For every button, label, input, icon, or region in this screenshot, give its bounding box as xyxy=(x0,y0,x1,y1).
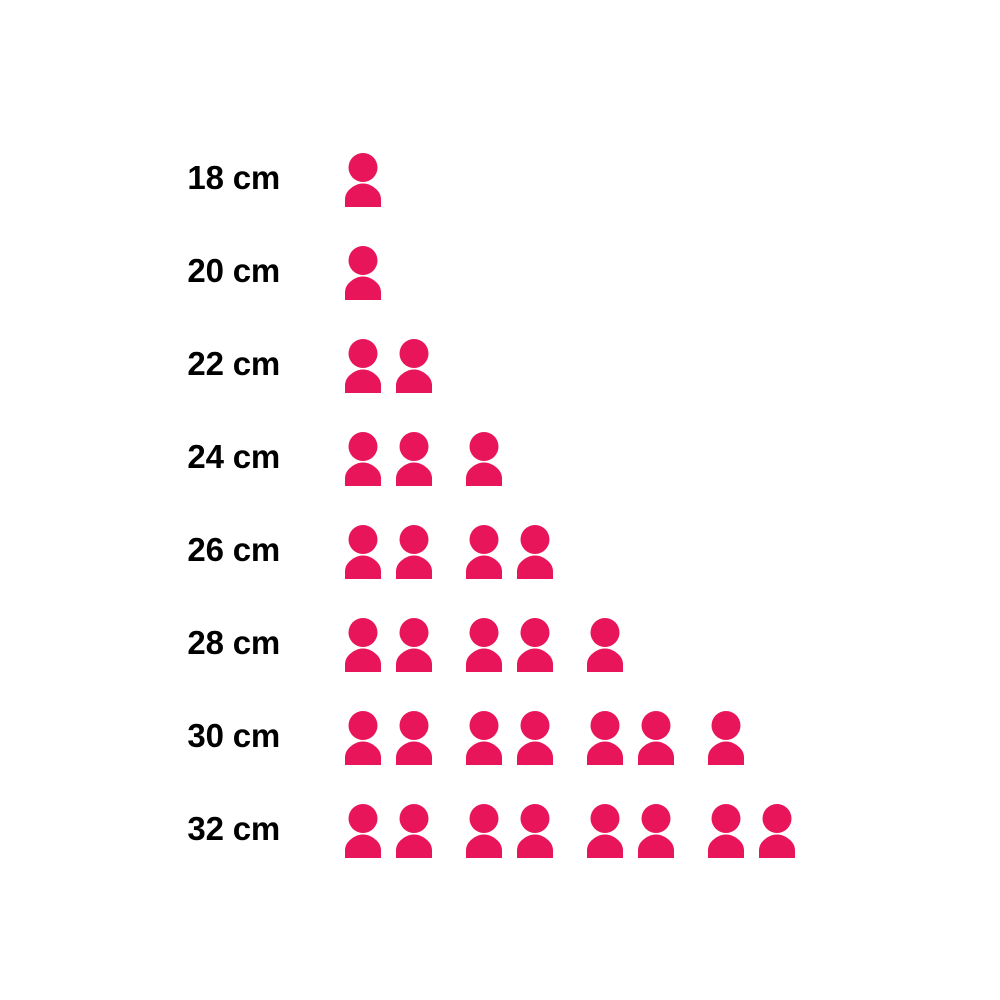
pictogram-row: 32 cm xyxy=(0,782,1000,875)
icon-pair-group xyxy=(342,431,435,487)
person-icon xyxy=(514,617,556,673)
icon-pair-group xyxy=(584,710,677,766)
row-icon-track xyxy=(342,799,798,859)
person-icon xyxy=(514,710,556,766)
person-icon xyxy=(635,710,677,766)
row-category-label: 26 cm xyxy=(187,531,280,568)
person-icon xyxy=(705,710,747,766)
person-icon xyxy=(635,803,677,859)
icon-pair-group xyxy=(463,431,505,487)
icon-pair-group xyxy=(463,803,556,859)
icon-pair-group xyxy=(463,617,556,673)
row-icon-track xyxy=(342,334,435,394)
pictogram-row: 24 cm xyxy=(0,410,1000,503)
person-icon xyxy=(393,524,435,580)
person-icon xyxy=(514,524,556,580)
row-icon-track xyxy=(342,520,556,580)
person-icon xyxy=(463,431,505,487)
icon-pair-group xyxy=(705,803,798,859)
pictogram-row: 26 cm xyxy=(0,503,1000,596)
person-icon xyxy=(342,803,384,859)
icon-pair-group xyxy=(463,524,556,580)
row-category-label: 30 cm xyxy=(187,717,280,754)
pictogram-row: 20 cm xyxy=(0,224,1000,317)
row-icon-track xyxy=(342,706,747,766)
person-icon xyxy=(463,617,505,673)
pictogram-row-list: 18 cm 20 cm 22 cm 24 cm 26 cm 28 cm 30 cm 32 cm xyxy=(0,131,1000,875)
person-icon xyxy=(584,617,626,673)
row-icon-track xyxy=(342,427,505,487)
icon-pair-group xyxy=(342,152,384,208)
icon-pair-group xyxy=(584,617,626,673)
pictogram-row: 18 cm xyxy=(0,131,1000,224)
person-icon xyxy=(584,710,626,766)
person-icon xyxy=(342,245,384,301)
row-category-label: 32 cm xyxy=(187,810,280,847)
person-icon xyxy=(342,431,384,487)
row-icon-track xyxy=(342,613,626,673)
icon-pair-group xyxy=(342,617,435,673)
person-icon xyxy=(705,803,747,859)
row-icon-track xyxy=(342,148,384,208)
person-icon xyxy=(463,524,505,580)
person-icon xyxy=(342,710,384,766)
person-icon xyxy=(342,152,384,208)
icon-pair-group xyxy=(342,524,435,580)
row-icon-track xyxy=(342,241,384,301)
icon-pair-group xyxy=(342,710,435,766)
person-icon xyxy=(514,803,556,859)
icon-pair-group xyxy=(342,803,435,859)
pictogram-row: 22 cm xyxy=(0,317,1000,410)
row-category-label: 20 cm xyxy=(187,252,280,289)
person-icon xyxy=(393,617,435,673)
icon-pair-group xyxy=(342,338,435,394)
row-category-label: 28 cm xyxy=(187,624,280,661)
row-category-label: 18 cm xyxy=(187,159,280,196)
person-icon xyxy=(342,524,384,580)
person-icon xyxy=(393,338,435,394)
person-icon xyxy=(342,617,384,673)
person-icon xyxy=(393,803,435,859)
person-icon xyxy=(393,710,435,766)
person-icon xyxy=(393,431,435,487)
icon-pair-group xyxy=(584,803,677,859)
person-icon xyxy=(342,338,384,394)
person-icon xyxy=(463,803,505,859)
person-icon xyxy=(584,803,626,859)
row-category-label: 24 cm xyxy=(187,438,280,475)
person-icon xyxy=(756,803,798,859)
icon-pair-group xyxy=(463,710,556,766)
pictogram-row: 28 cm xyxy=(0,596,1000,689)
person-icon xyxy=(463,710,505,766)
icon-pair-group xyxy=(705,710,747,766)
icon-pair-group xyxy=(342,245,384,301)
row-category-label: 22 cm xyxy=(187,345,280,382)
pictogram-row: 30 cm xyxy=(0,689,1000,782)
